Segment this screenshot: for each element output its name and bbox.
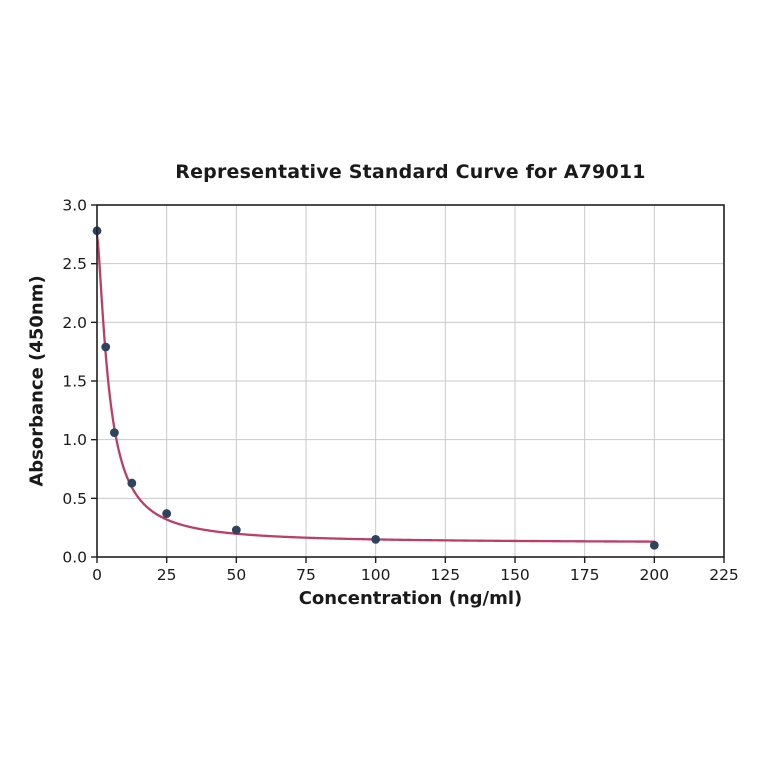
x-tick-label: 50: [226, 566, 246, 584]
y-tick-label: 3.0: [62, 197, 87, 215]
x-tick-label: 25: [157, 566, 177, 584]
y-tick-label: 2.5: [62, 255, 87, 273]
x-tick-label: 100: [361, 566, 391, 584]
x-axis-label: Concentration (ng/ml): [298, 588, 523, 609]
y-tick-label: 2.0: [62, 314, 87, 332]
y-tick-label: 1.5: [62, 373, 87, 391]
y-tick-label: 0.5: [62, 490, 87, 508]
x-tick-label: 75: [296, 566, 316, 584]
x-tick-label: 225: [709, 566, 739, 584]
y-axis-label: Absorbance (450nm): [26, 275, 48, 487]
x-tick-label: 175: [570, 566, 600, 584]
x-tick-label: 0: [92, 566, 102, 584]
chart-title: Representative Standard Curve for A79011: [175, 161, 646, 183]
data-point: [649, 540, 659, 550]
y-tick-label: 0.0: [62, 549, 87, 567]
data-point: [101, 342, 111, 352]
data-point: [371, 535, 381, 544]
x-tick-label: 200: [640, 566, 670, 584]
data-point: [127, 478, 137, 488]
data-point: [110, 428, 119, 438]
x-tick-label: 150: [500, 566, 530, 584]
data-point: [162, 509, 172, 518]
data-point: [231, 525, 241, 535]
x-tick-label: 125: [431, 566, 461, 584]
y-tick-label: 1.0: [62, 431, 87, 449]
